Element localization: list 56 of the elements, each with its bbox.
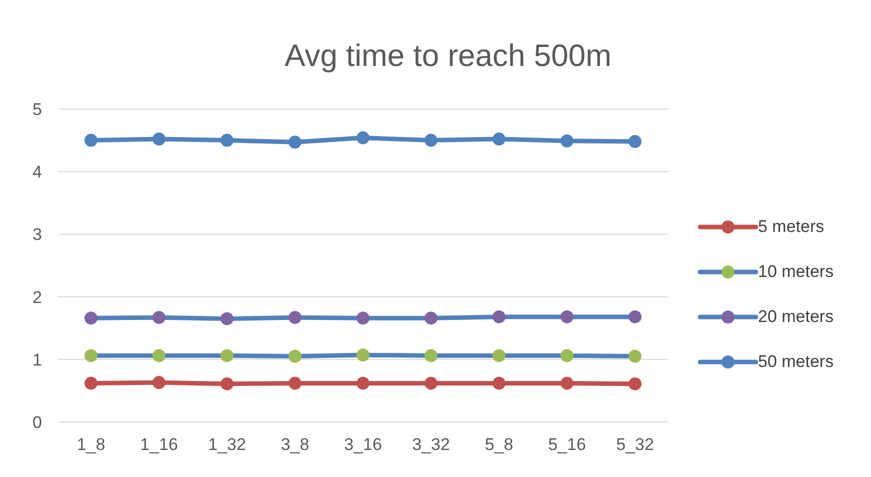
x-tick-label: 1_8 [76,435,106,454]
point [152,132,166,146]
point [84,376,98,390]
x-tick-label: 3_32 [412,435,450,454]
point [356,376,370,390]
x-tick-label: 1_32 [208,435,246,454]
legend-label: 10 meters [758,262,834,282]
y-tick-label: 1 [32,350,42,370]
point [288,350,302,363]
point [560,310,574,324]
point [220,312,234,326]
point [356,348,370,362]
x-tick-label: 5_32 [616,435,654,454]
point [628,377,642,390]
point [356,312,370,325]
y-tick-label: 4 [32,162,42,182]
point [288,376,302,390]
legend-label: 5 meters [758,216,824,236]
point [560,376,574,390]
point [560,349,574,362]
point [220,377,234,390]
legend-label: 20 meters [758,306,834,326]
point [152,349,166,362]
point [492,132,506,146]
point [492,376,506,390]
point [356,131,370,144]
point [424,376,438,390]
point [492,310,506,324]
x-tick-label: 1_16 [140,435,178,454]
point [492,349,506,362]
point [84,312,98,325]
point [220,134,234,147]
y-tick-label: 5 [32,100,42,120]
point [288,136,302,149]
x-tick-label: 5_8 [484,435,514,454]
x-tick-label: 3_8 [280,435,310,454]
point [84,349,98,362]
point [424,349,438,362]
point [628,350,642,363]
y-tick-label: 3 [32,225,42,244]
legend-label: 50 meters [758,352,834,372]
y-tick-label: 0 [32,413,42,432]
point [424,134,438,147]
point [84,134,98,147]
point [152,310,166,324]
y-tick-label: 2 [32,288,42,307]
chart-title: Avg time to reach 500m [284,38,612,74]
point [220,349,234,362]
point [288,310,302,324]
x-tick-label: 3_16 [344,435,382,454]
point [424,312,438,325]
point [628,310,642,324]
point [628,135,642,148]
point [560,134,574,148]
x-tick-label: 5_16 [548,435,586,454]
point [152,376,166,390]
